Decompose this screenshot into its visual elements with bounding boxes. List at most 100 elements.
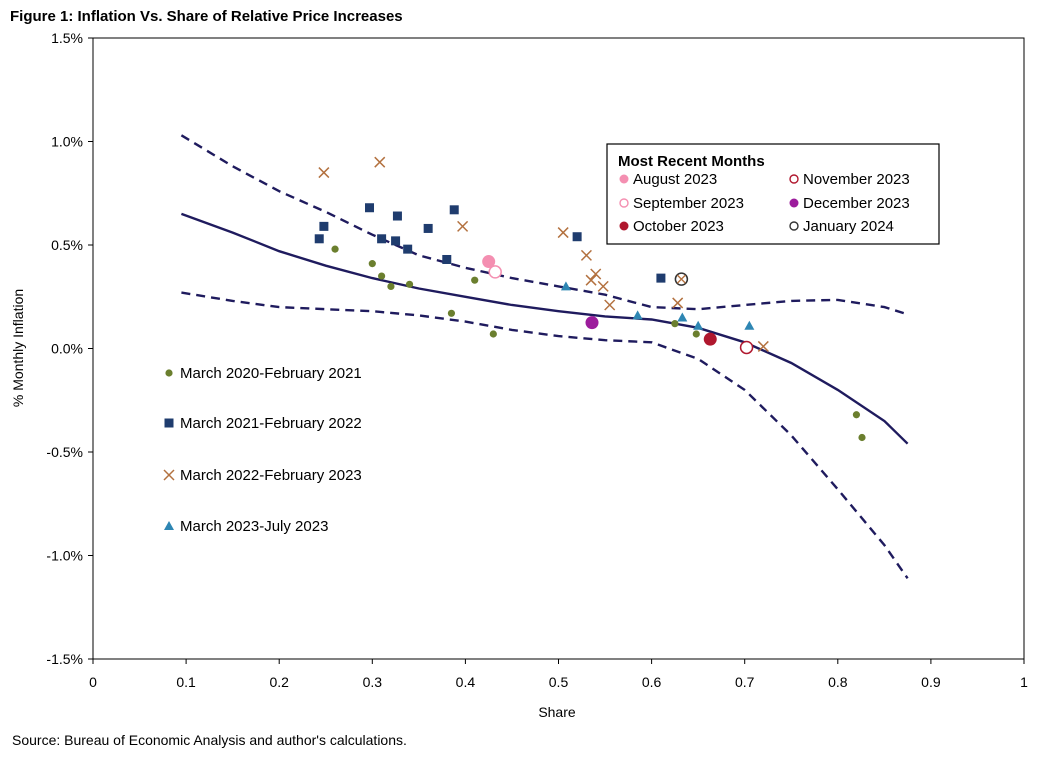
x-tick-label: 0.9 <box>921 674 941 690</box>
fit-line <box>180 212 909 445</box>
confidence-bands <box>180 134 909 579</box>
square-point <box>442 254 452 264</box>
square-point <box>319 221 329 231</box>
legend-label: August 2023 <box>633 171 717 188</box>
triangle-point <box>632 310 643 320</box>
circle-point <box>405 280 414 288</box>
x-tick-label: 0.3 <box>363 674 383 690</box>
series-legend-label: March 2022-February 2023 <box>180 467 362 484</box>
cross-point <box>585 274 597 286</box>
y-axis-label: % Monthly Inflation <box>10 289 26 407</box>
legend-label: December 2023 <box>803 195 910 212</box>
series-legend-label: March 2023-July 2023 <box>180 518 328 535</box>
legend-label: November 2023 <box>803 171 910 188</box>
series-legend-label: March 2020-February 2021 <box>180 365 362 382</box>
triangle-point <box>693 320 704 330</box>
series-legend-label: March 2021-February 2022 <box>180 415 362 432</box>
legend-label: October 2023 <box>633 218 724 235</box>
circle-point <box>331 245 339 253</box>
x-tick-label: 0.6 <box>642 674 662 690</box>
recent-legend-box <box>606 143 940 245</box>
x-tick-label: 0 <box>89 674 97 690</box>
x-tick-label: 0.7 <box>735 674 755 690</box>
cross-point <box>672 297 684 309</box>
cross-point <box>604 299 616 311</box>
x-axis-label: Share <box>538 704 576 720</box>
circle-point <box>671 320 679 328</box>
legend-marker <box>789 221 799 231</box>
figure-source: Source: Bureau of Economic Analysis and … <box>12 732 407 748</box>
square-point <box>449 205 459 215</box>
square-point <box>423 223 433 233</box>
recent-point-december-2023 <box>585 316 599 330</box>
recent-point-september-2023 <box>488 265 502 279</box>
upper-confidence-band <box>180 134 908 316</box>
legend-marker <box>619 198 629 208</box>
recent-legend-title: Most Recent Months <box>618 153 765 170</box>
cross-point <box>590 268 602 280</box>
y-tick-label: -1.5% <box>46 651 83 667</box>
cross-point <box>757 340 769 352</box>
cross-point <box>163 469 175 481</box>
figure-title: Figure 1: Inflation Vs. Share of Relativ… <box>10 8 403 25</box>
square-point <box>403 244 413 254</box>
square-point <box>656 273 666 283</box>
x-tick-label: 0.1 <box>176 674 196 690</box>
square-point <box>377 234 387 244</box>
x-tick-label: 0.4 <box>456 674 476 690</box>
plot-area <box>92 37 1025 660</box>
circle-point <box>387 282 395 290</box>
legend-label: January 2024 <box>803 218 894 235</box>
square-point <box>572 232 582 242</box>
cross-point <box>457 220 469 232</box>
lower-confidence-band <box>181 291 909 579</box>
triangle-point <box>677 312 688 322</box>
y-tick-label: 0.5% <box>51 237 83 253</box>
cross-point <box>580 249 592 261</box>
data-points <box>314 156 866 442</box>
y-tick-label: 1.5% <box>51 30 83 46</box>
square-point <box>314 234 324 244</box>
y-tick-label: -0.5% <box>46 444 83 460</box>
x-tick-label: 0.5 <box>549 674 569 690</box>
square-point <box>392 211 402 221</box>
series-legend: March 2020-February 2021 March 2021-Febru… <box>163 365 362 535</box>
circle-point <box>692 330 700 338</box>
triangle-point <box>164 521 174 530</box>
cross-point <box>318 167 330 179</box>
fit-line-group <box>180 212 909 445</box>
circle-point <box>368 260 376 268</box>
circle-point <box>858 433 866 442</box>
square-point <box>164 418 174 428</box>
triangle-point <box>744 320 755 330</box>
circle-point <box>471 276 479 284</box>
recent-point-august-2023 <box>482 255 496 269</box>
circle-point <box>852 411 861 419</box>
y-tick-label: -1.0% <box>46 548 83 564</box>
cross-point <box>597 280 609 292</box>
axis-ticks: 0 0.1 0.2 0.3 0.4 0.5 0.6 0.7 0.8 0.9 1 1.5% 1.0% 0.5… <box>46 30 1028 690</box>
circle-point <box>378 272 386 280</box>
x-tick-label: 1 <box>1020 674 1028 690</box>
square-point <box>391 236 401 246</box>
recent-legend-items: August 2023 September 2023 October 2023 Nov… <box>619 171 910 235</box>
legend-marker <box>789 174 799 184</box>
x-tick-label: 0.8 <box>828 674 848 690</box>
square-point <box>365 203 375 213</box>
recent-point-november-2023 <box>739 340 754 355</box>
legend-label: September 2023 <box>633 195 744 212</box>
cross-point <box>374 156 386 168</box>
x-tick-label: 0.2 <box>269 674 289 690</box>
circle-point <box>489 330 497 338</box>
y-tick-label: 0.0% <box>51 341 83 357</box>
january-2024-inner-cross <box>676 274 686 284</box>
cross-point <box>557 227 569 239</box>
triangle-point <box>560 281 571 291</box>
recent-months-legend: Most Recent Months August 2023 September … <box>606 143 940 245</box>
y-tick-label: 1.0% <box>51 134 83 150</box>
circle-point <box>447 309 456 317</box>
legend-marker <box>619 221 629 231</box>
recent-point-october-2023 <box>703 332 717 346</box>
legend-marker <box>619 174 629 184</box>
